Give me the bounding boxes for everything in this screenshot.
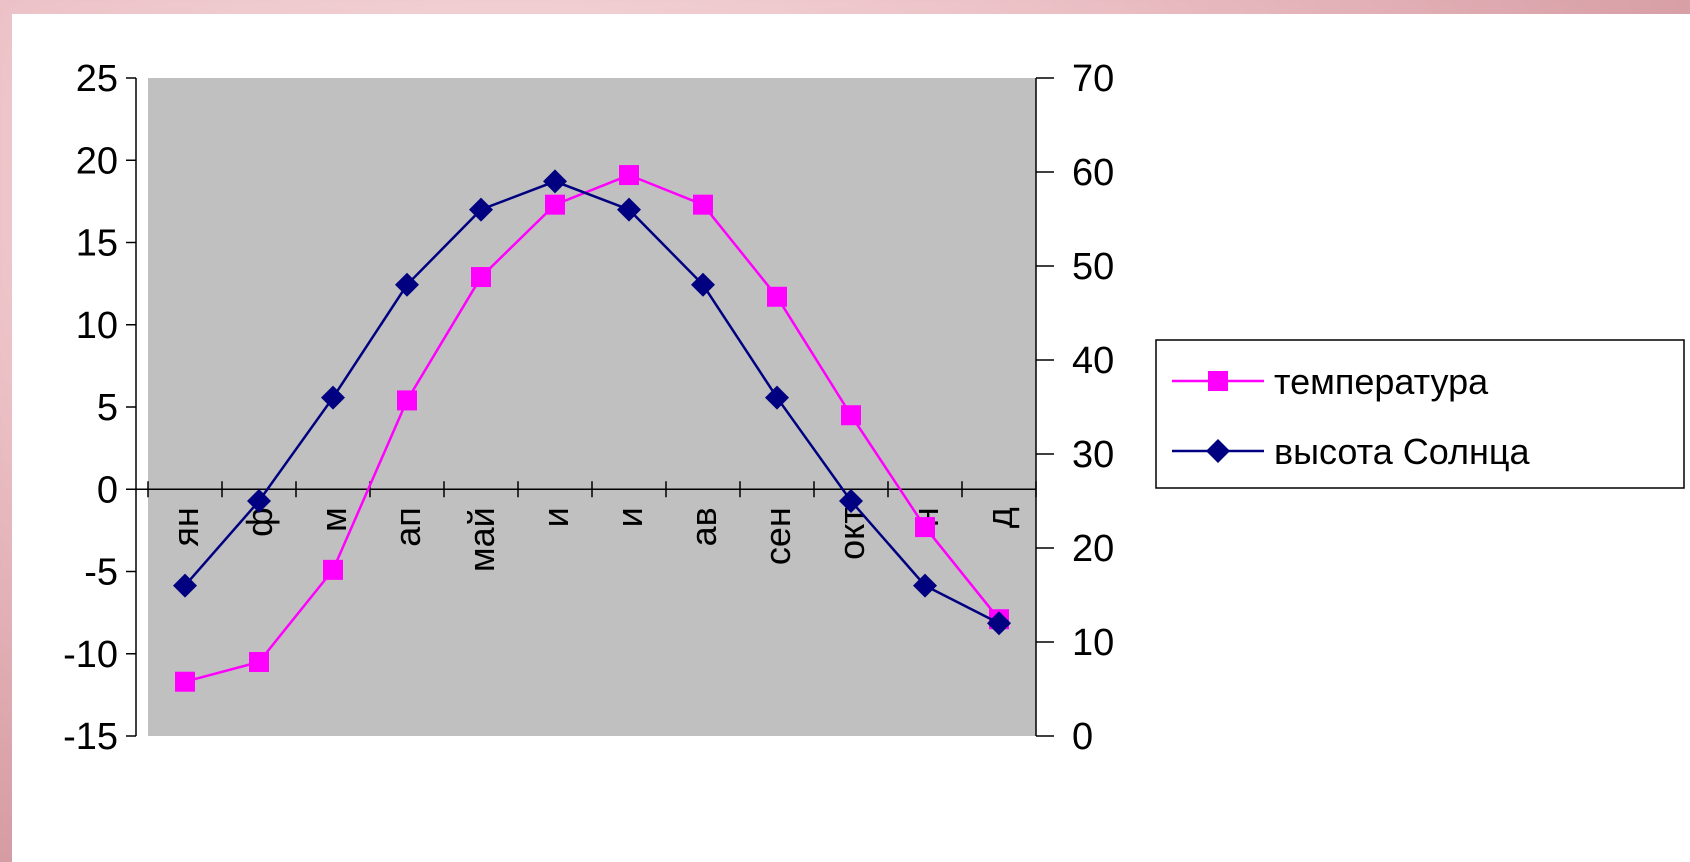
data-point-square	[915, 517, 935, 538]
category-label: и	[609, 507, 650, 527]
right-axis-ticks: 0 10 20 30 40 50 60 70	[1036, 58, 1114, 758]
data-point-diamond	[765, 385, 789, 410]
left-axis-ticks: -15 -10 -5 0 5 10 15 20 25	[63, 58, 136, 758]
series-line	[184, 180, 1000, 625]
legend-marker-diamond	[1206, 439, 1230, 463]
data-point-diamond	[617, 197, 641, 222]
data-point-diamond	[469, 197, 493, 222]
data-point-square	[767, 286, 787, 307]
right-tick-label: 50	[1072, 246, 1114, 288]
data-point-square	[693, 194, 713, 215]
data-point-diamond	[839, 489, 863, 513]
category-label: и	[535, 507, 576, 527]
category-label: окт	[831, 507, 872, 560]
right-tick-label: 30	[1072, 434, 1114, 476]
data-point-square	[841, 405, 861, 426]
left-tick-label: -10	[63, 634, 118, 676]
left-tick-label: 25	[76, 58, 118, 100]
data-point-diamond	[247, 489, 271, 513]
chart-panel: -15 -10 -5 0 5 10 15 20 25 0 10 20 30 40 50 60 70 ян ф м а…	[12, 14, 1690, 862]
left-tick-label: -15	[63, 716, 118, 758]
legend: температура высота Солнца	[1155, 339, 1685, 489]
data-point-square	[323, 559, 343, 580]
legend-label: температура	[1274, 361, 1489, 402]
left-tick-label: 10	[76, 305, 118, 347]
right-tick-label: 0	[1072, 716, 1093, 758]
series-line	[184, 173, 1000, 683]
data-point-square	[471, 267, 491, 288]
category-label: д	[979, 507, 1020, 528]
data-point-square	[545, 194, 565, 215]
category-label: май	[461, 507, 502, 572]
right-tick-label: 60	[1072, 152, 1114, 194]
left-tick-label: 5	[97, 387, 118, 429]
data-point-square	[619, 165, 639, 186]
legend-label: высота Солнца	[1274, 431, 1530, 472]
series-layer	[173, 165, 1011, 692]
data-point-diamond	[173, 573, 197, 598]
data-point-diamond	[321, 385, 345, 410]
right-tick-label: 70	[1072, 58, 1114, 100]
data-point-square	[249, 651, 269, 672]
data-point-square	[397, 390, 417, 411]
axes	[135, 78, 1037, 736]
left-tick-label: 20	[76, 140, 118, 182]
category-label: ав	[683, 507, 724, 546]
data-point-diamond	[987, 611, 1011, 636]
category-label: м	[313, 507, 354, 532]
right-tick-label: 40	[1072, 340, 1114, 382]
legend-box	[1155, 339, 1685, 489]
left-tick-label: 0	[97, 469, 118, 511]
right-tick-label: 20	[1072, 528, 1114, 570]
left-tick-label: 15	[76, 223, 118, 265]
category-label: сен	[757, 507, 798, 565]
category-label: ян	[165, 507, 206, 546]
plot-area	[148, 78, 1036, 736]
right-tick-label: 10	[1072, 622, 1114, 664]
legend-marker-square	[1208, 371, 1228, 391]
category-label: ап	[387, 507, 428, 547]
data-point-diamond	[395, 272, 419, 297]
category-labels: янфмапмайииавсеноктнд	[165, 507, 1020, 572]
data-point-diamond	[913, 573, 937, 598]
data-point-diamond	[691, 272, 715, 297]
data-point-square	[175, 671, 195, 692]
data-point-diamond	[543, 169, 567, 194]
left-tick-label: -5	[84, 552, 118, 594]
